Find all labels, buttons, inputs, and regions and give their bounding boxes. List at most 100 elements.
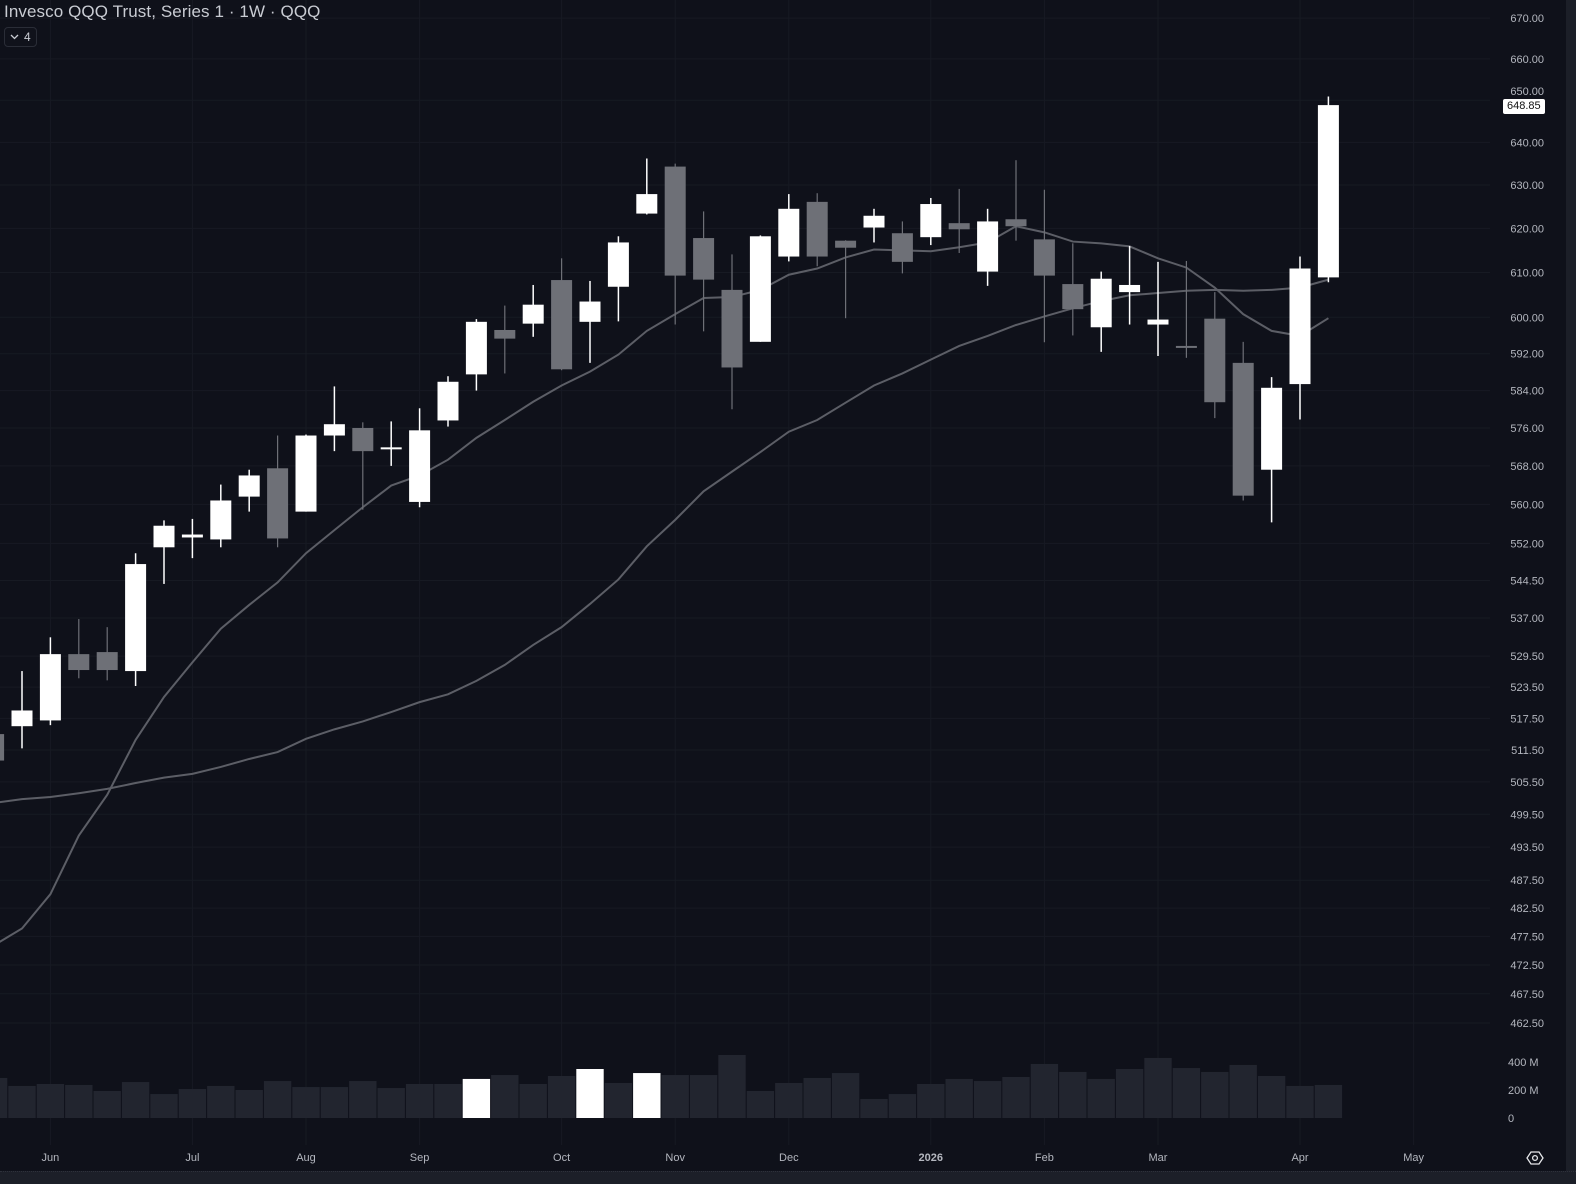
candle xyxy=(693,211,715,332)
volume-bar xyxy=(434,1083,462,1118)
candle xyxy=(409,408,431,508)
price-tick-label: 600.00 xyxy=(1510,312,1544,324)
time-tick-label: Jun xyxy=(42,1152,60,1164)
candle xyxy=(721,254,743,410)
volume-tick-label: 0 xyxy=(1508,1113,1514,1125)
right-border xyxy=(1566,0,1576,1183)
candle xyxy=(664,163,686,325)
candle-body xyxy=(664,166,686,276)
candle-body xyxy=(238,475,260,497)
candle-body xyxy=(125,564,147,672)
bottom-border xyxy=(0,1171,1576,1184)
candle xyxy=(749,235,771,342)
candle-body xyxy=(1175,345,1197,348)
volume-bar xyxy=(93,1090,121,1118)
candle xyxy=(522,284,544,337)
candle xyxy=(920,197,942,246)
candle-body xyxy=(0,734,5,761)
price-tick-label: 529.50 xyxy=(1510,651,1544,663)
candle-body xyxy=(977,221,999,272)
candle xyxy=(11,671,33,749)
volume-bar xyxy=(263,1081,292,1118)
candle-body xyxy=(437,381,459,421)
candle xyxy=(1317,96,1339,283)
candle-body xyxy=(1119,284,1141,293)
symbol-legend[interactable]: Invesco QQQ Trust, Series 1 · 1W · QQQ xyxy=(4,2,321,21)
volume-tick-label: 400 M xyxy=(1508,1057,1539,1069)
candle xyxy=(806,193,828,267)
candle-body xyxy=(1261,387,1283,470)
volume-bar xyxy=(519,1083,547,1118)
volume-bar xyxy=(1030,1063,1059,1118)
price-axis[interactable]: 670.00 660.00 650.00 640.00 630.00 620.00 610.… xyxy=(1508,13,1544,1125)
candle-body xyxy=(295,435,317,512)
candle xyxy=(1232,341,1254,501)
candle xyxy=(607,236,629,322)
volume-bar xyxy=(1087,1078,1115,1118)
candle xyxy=(0,734,5,761)
candle xyxy=(1204,292,1226,419)
volume-bar xyxy=(888,1094,917,1118)
candle xyxy=(1119,245,1141,325)
candle xyxy=(778,194,800,262)
candle xyxy=(636,158,658,215)
volume-bar xyxy=(207,1085,235,1118)
candle xyxy=(948,188,970,254)
volume-bar xyxy=(377,1088,405,1118)
volume-bar xyxy=(1059,1071,1087,1118)
candle xyxy=(835,240,857,319)
price-tick-label: 560.00 xyxy=(1510,499,1544,511)
candle-body xyxy=(323,424,345,436)
volume-bar xyxy=(1314,1084,1343,1118)
time-tick-label: Mar xyxy=(1149,1152,1168,1164)
price-tick-label: 462.50 xyxy=(1510,1018,1544,1030)
candle xyxy=(352,422,374,510)
candle-body xyxy=(1289,268,1311,385)
volume-bar xyxy=(547,1076,576,1118)
volume-bar xyxy=(491,1075,519,1118)
candle xyxy=(1175,260,1197,358)
candles xyxy=(0,96,1339,761)
settings-icon[interactable] xyxy=(1526,1149,1544,1167)
volume-bar xyxy=(1115,1069,1144,1118)
candle xyxy=(1261,377,1283,523)
candle-body xyxy=(721,289,743,368)
candle-body xyxy=(920,204,942,238)
candle xyxy=(153,520,175,584)
candle xyxy=(1033,189,1055,343)
volume-bar xyxy=(973,1081,1002,1118)
candle-body xyxy=(551,280,573,370)
volume-pane xyxy=(0,1055,1343,1118)
candle-body xyxy=(352,427,374,452)
volume-bar xyxy=(178,1089,207,1118)
candle-body xyxy=(749,236,771,342)
candle xyxy=(465,319,487,391)
time-tick-label: Oct xyxy=(553,1152,570,1164)
volume-bar xyxy=(689,1075,718,1118)
price-tick-label: 592.00 xyxy=(1510,349,1544,361)
candle xyxy=(68,619,90,679)
price-tick-label: 517.50 xyxy=(1510,713,1544,725)
indicators-collapse-button[interactable]: 4 xyxy=(4,27,37,47)
time-tick-label: Nov xyxy=(665,1152,685,1164)
time-axis[interactable]: Jun Jul Aug Sep Oct Nov Dec 2026 Feb Mar Apr May xyxy=(42,1152,1425,1164)
candle-body xyxy=(806,201,828,257)
volume-bar xyxy=(320,1087,349,1118)
price-tick-label: 660.00 xyxy=(1510,54,1544,66)
candle-body xyxy=(1317,105,1339,278)
price-tick-label: 610.00 xyxy=(1510,267,1544,279)
price-tick-label: 487.50 xyxy=(1510,875,1544,887)
volume-bar xyxy=(292,1087,320,1118)
time-tick-label: 2026 xyxy=(919,1152,943,1164)
time-tick-label: Dec xyxy=(779,1152,799,1164)
time-tick-label: Apr xyxy=(1291,1152,1308,1164)
candle xyxy=(437,376,459,427)
time-tick-label: Aug xyxy=(296,1152,316,1164)
volume-bar xyxy=(831,1073,860,1118)
price-tick-label: 523.50 xyxy=(1510,682,1544,694)
volume-bar xyxy=(405,1083,434,1118)
volume-bar xyxy=(349,1081,377,1118)
volume-bar xyxy=(150,1094,178,1118)
indicator-count: 4 xyxy=(24,30,31,44)
